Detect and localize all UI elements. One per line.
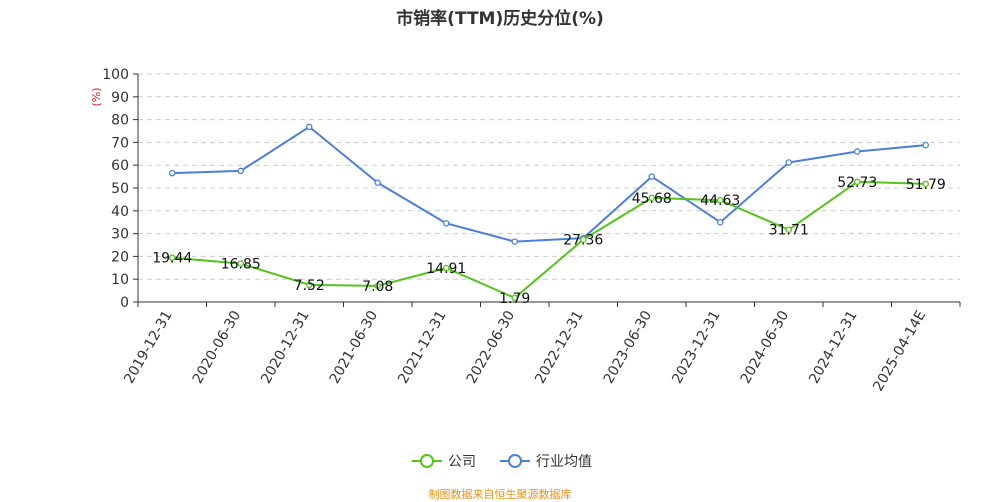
data-labels: 19.44 16.85 7.52 7.08 14.91 1.79 27.36 45.68 44.… bbox=[152, 175, 946, 307]
axes bbox=[133, 73, 961, 307]
company-data-point bbox=[237, 260, 244, 267]
x-tick-label: 2022-06-30 bbox=[464, 308, 519, 386]
x-tick-label: 2025-04-14E bbox=[870, 308, 929, 394]
company-data-label: 52.73 bbox=[837, 175, 877, 191]
x-tick-label: 2024-06-30 bbox=[738, 308, 793, 386]
series-lines bbox=[168, 123, 930, 302]
industry-average-data-point bbox=[168, 169, 176, 177]
company-data-label: 51.79 bbox=[906, 177, 946, 193]
y-tick-label: 10 bbox=[111, 272, 129, 288]
company-data-label: 31.71 bbox=[769, 223, 809, 239]
y-tick-label: 100 bbox=[102, 67, 129, 83]
company-series-line bbox=[172, 180, 926, 299]
x-tick-label: 2023-12-31 bbox=[669, 308, 724, 386]
company-data-point bbox=[785, 226, 793, 233]
gridlines bbox=[138, 73, 960, 280]
legend-industry-marker-icon bbox=[500, 451, 530, 471]
industry-average-data-point bbox=[717, 218, 724, 226]
company-data-label: 7.08 bbox=[362, 279, 393, 295]
industry-average-data-point bbox=[922, 141, 930, 149]
industry-average-data-point bbox=[237, 167, 244, 175]
industry-average-data-point bbox=[648, 173, 656, 180]
company-data-label: 27.36 bbox=[563, 233, 603, 249]
company-data-point bbox=[374, 282, 381, 290]
company-data-label: 1.79 bbox=[499, 291, 530, 307]
legend-company-label: 公司 bbox=[448, 454, 476, 470]
company-data-label: 7.52 bbox=[294, 278, 325, 294]
legend-item-industry-average[interactable]: 行业均值 bbox=[500, 451, 592, 471]
data-source-note: 制图数据来自恒生聚源数据库 bbox=[428, 488, 572, 501]
company-data-point bbox=[922, 180, 930, 188]
y-tick-label: 50 bbox=[111, 181, 129, 197]
chart-legend: 公司 行业均值 bbox=[0, 451, 1000, 471]
company-data-point bbox=[511, 294, 519, 302]
industry-average-data-point bbox=[305, 123, 313, 131]
legend-company-marker-icon bbox=[412, 451, 442, 471]
company-data-label: 45.68 bbox=[632, 191, 672, 207]
company-data-point bbox=[442, 264, 450, 272]
company-data-point bbox=[580, 236, 587, 243]
company-data-point bbox=[305, 281, 313, 289]
industry-average-data-point bbox=[511, 238, 519, 245]
company-data-label: 19.44 bbox=[152, 251, 192, 267]
chart-title: 市销率(TTM)历史分位(%) bbox=[396, 9, 604, 29]
industry-average-data-point bbox=[854, 148, 861, 155]
y-tick-label: 60 bbox=[111, 158, 129, 174]
x-tick-label: 2020-06-30 bbox=[190, 308, 245, 386]
legend-industry-label: 行业均值 bbox=[536, 454, 592, 470]
company-data-point bbox=[854, 178, 861, 186]
x-tick-label: 2021-12-31 bbox=[395, 308, 450, 386]
x-tick-label: 2023-06-30 bbox=[601, 308, 656, 386]
x-tick-label: 2021-06-30 bbox=[327, 308, 382, 386]
y-tick-label: 90 bbox=[111, 90, 129, 106]
industry-average-data-point bbox=[785, 159, 793, 166]
x-tick-label: 2022-12-31 bbox=[532, 308, 587, 386]
x-tick-label: 2024-12-31 bbox=[806, 308, 861, 386]
x-tick-label: 2020-12-31 bbox=[258, 308, 313, 386]
company-data-label: 14.91 bbox=[426, 261, 466, 277]
company-data-point bbox=[168, 254, 176, 261]
y-tick-label: 70 bbox=[111, 135, 129, 151]
y-tick-label: 30 bbox=[111, 227, 129, 243]
legend-item-company[interactable]: 公司 bbox=[412, 451, 476, 471]
x-tick-labels: 2019-12-31 2020-06-30 2020-12-31 2021-06-30… bbox=[121, 308, 929, 394]
y-tick-label: 40 bbox=[111, 204, 129, 220]
y-axis-label: (%) bbox=[90, 87, 103, 106]
x-tick-label: 2019-12-31 bbox=[121, 308, 176, 386]
company-data-label: 16.85 bbox=[221, 257, 261, 273]
company-data-label: 44.63 bbox=[700, 193, 740, 209]
y-tick-label: 0 bbox=[120, 295, 129, 311]
y-tick-label: 80 bbox=[111, 113, 129, 129]
industry-average-data-point bbox=[374, 179, 381, 187]
company-data-point bbox=[717, 196, 724, 204]
industry-average-data-point bbox=[442, 220, 450, 227]
industry-average-series-line bbox=[172, 125, 926, 243]
y-tick-label: 20 bbox=[111, 249, 129, 265]
company-data-point bbox=[648, 194, 656, 202]
y-tick-labels: 0 10 20 30 40 50 60 70 80 90 100 bbox=[102, 67, 129, 311]
